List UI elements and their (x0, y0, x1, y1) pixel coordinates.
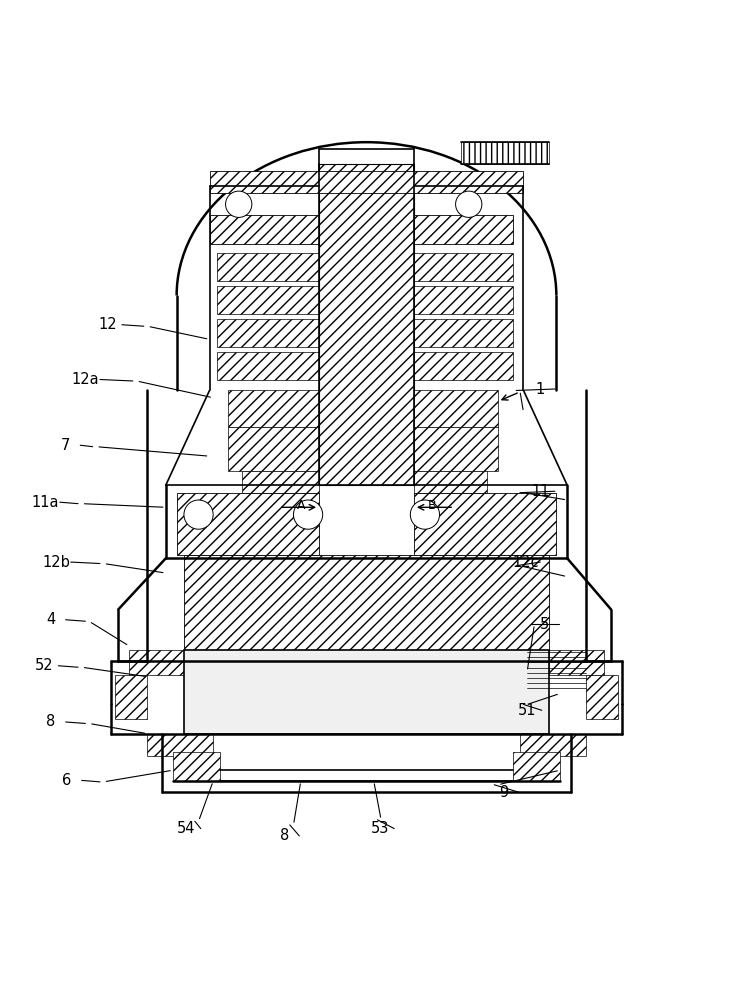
Circle shape (226, 191, 252, 217)
Polygon shape (184, 555, 549, 650)
Text: 6: 6 (62, 773, 72, 788)
Polygon shape (586, 675, 619, 719)
Text: 11a: 11a (32, 495, 59, 510)
Polygon shape (520, 734, 586, 756)
Polygon shape (414, 427, 498, 471)
Polygon shape (414, 352, 512, 380)
Polygon shape (114, 675, 147, 719)
Polygon shape (217, 319, 319, 347)
Text: 52: 52 (34, 658, 53, 673)
Circle shape (184, 500, 213, 529)
Text: 12c: 12c (512, 555, 539, 570)
Polygon shape (210, 215, 319, 244)
Circle shape (456, 191, 482, 217)
Text: 8: 8 (46, 714, 56, 729)
Polygon shape (414, 471, 487, 493)
Polygon shape (549, 650, 604, 675)
Polygon shape (243, 471, 319, 493)
Polygon shape (462, 142, 549, 164)
Polygon shape (217, 286, 319, 314)
Text: 12b: 12b (43, 555, 70, 570)
Polygon shape (319, 164, 414, 485)
Text: 7: 7 (61, 438, 70, 453)
Polygon shape (228, 427, 319, 471)
Polygon shape (414, 319, 512, 347)
Polygon shape (414, 493, 556, 555)
Polygon shape (414, 286, 512, 314)
Text: B: B (428, 499, 437, 512)
Polygon shape (512, 752, 560, 781)
Text: 9: 9 (499, 785, 509, 800)
Polygon shape (177, 493, 319, 555)
Polygon shape (217, 352, 319, 380)
Text: 12: 12 (98, 317, 117, 332)
Polygon shape (147, 734, 213, 756)
Polygon shape (414, 390, 498, 427)
Text: 1: 1 (536, 382, 545, 397)
Polygon shape (129, 650, 184, 675)
Text: 5: 5 (539, 617, 548, 632)
Polygon shape (414, 253, 512, 281)
Text: 51: 51 (518, 703, 537, 718)
Polygon shape (210, 171, 523, 193)
Polygon shape (184, 650, 549, 734)
Text: 54: 54 (177, 821, 196, 836)
Text: 53: 53 (370, 821, 388, 836)
Polygon shape (173, 752, 221, 781)
Text: 12a: 12a (72, 372, 99, 387)
Polygon shape (217, 253, 319, 281)
Text: 8: 8 (280, 828, 290, 843)
Polygon shape (228, 390, 319, 427)
Circle shape (410, 500, 440, 529)
Text: A: A (297, 499, 305, 512)
Text: 4: 4 (46, 612, 56, 627)
Polygon shape (414, 215, 512, 244)
Text: 11: 11 (531, 484, 550, 499)
Circle shape (293, 500, 323, 529)
